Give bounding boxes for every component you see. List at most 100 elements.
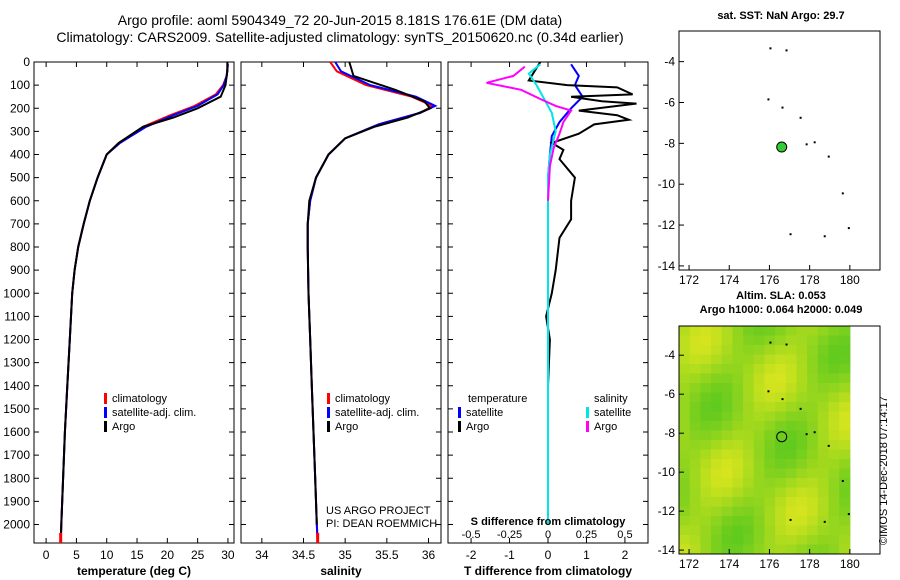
sla-heatmap-cell <box>689 383 701 393</box>
salinity-legend-swatch <box>327 421 330 432</box>
sla-heatmap-cell <box>743 535 755 545</box>
sla-heatmap-cell <box>796 430 808 441</box>
map-y-tick-label-sst-map: -8 <box>664 136 675 150</box>
sla-heatmap-cell <box>689 449 701 460</box>
depth-tick-label: 1800 <box>3 471 30 485</box>
sla-heatmap-cell <box>775 497 787 507</box>
sla-heatmap-cell <box>775 335 787 346</box>
x-tick-label-salinity: 35 <box>338 548 352 562</box>
sla-heatmap-cell <box>764 516 776 526</box>
island-speck <box>813 141 816 144</box>
sla-heatmap-cell <box>828 544 840 555</box>
island-speck <box>805 143 808 146</box>
sla-heatmap-cell <box>807 326 819 336</box>
sla-heatmap-cell <box>807 535 819 545</box>
sla-heatmap-cell <box>796 335 808 346</box>
diff-legend-swatch-temperature <box>458 407 461 418</box>
sla-heatmap-cell <box>700 364 712 374</box>
sla-heatmap-cell <box>839 373 851 384</box>
sla-heatmap-cell <box>775 468 787 479</box>
sla-heatmap-cell <box>711 383 723 393</box>
temperature-legend-swatch <box>104 393 107 404</box>
salinity-legend-swatch <box>327 393 330 404</box>
island-speck <box>827 155 830 158</box>
sla-heatmap-cell <box>839 335 851 346</box>
sla-heatmap-cell <box>817 468 829 479</box>
sla-heatmap-cell <box>689 354 701 365</box>
sla-heatmap-cell <box>753 392 765 403</box>
sla-heatmap-cell <box>753 449 765 460</box>
series-line-salinity <box>306 61 432 525</box>
sla-heatmap-cell <box>689 364 701 374</box>
sla-heatmap-cell <box>807 430 819 441</box>
sla-heatmap-cell <box>785 449 797 460</box>
island-speck <box>805 433 808 436</box>
sla-heatmap-cell <box>785 335 797 346</box>
sla-heatmap-cell <box>817 478 829 488</box>
sla-heatmap-cell <box>764 392 776 403</box>
x-tick-label-salinity: 34 <box>255 548 269 562</box>
sla-heatmap-cell <box>679 364 691 374</box>
sla-heatmap-cell <box>828 440 840 450</box>
sla-heatmap-cell <box>764 430 776 441</box>
sla-heatmap-cell <box>775 449 787 460</box>
sla-heatmap-cell <box>711 411 723 422</box>
series-line-temperature <box>59 64 229 544</box>
map-y-tick-label-sst-map: -4 <box>664 55 675 69</box>
plot-frame-temperature <box>33 61 235 544</box>
secondary-tick-label: 0 <box>545 529 551 541</box>
sla-heatmap-cell <box>839 402 851 412</box>
sla-heatmap-cell <box>689 525 701 536</box>
sla-heatmap-cell <box>828 516 840 526</box>
sla-heatmap-cell <box>679 440 691 450</box>
island-speck <box>823 235 826 238</box>
depth-tick-label: 1600 <box>3 425 30 439</box>
sla-heatmap-cell <box>796 392 808 403</box>
sla-heatmap-cell <box>817 335 829 346</box>
sla-heatmap-cell <box>711 326 723 336</box>
sla-heatmap-cell <box>753 383 765 393</box>
depth-tick-label: 1700 <box>3 448 30 462</box>
sla-heatmap-cell <box>700 449 712 460</box>
sla-heatmap-cell <box>828 459 840 469</box>
sla-heatmap-cell <box>721 468 733 479</box>
sla-heatmap-cell <box>785 411 797 422</box>
sla-heatmap-cell <box>700 516 712 526</box>
sla-heatmap-cell <box>721 544 733 555</box>
sla-heatmap-cell <box>679 516 691 526</box>
sla-heatmap-cell <box>839 478 851 488</box>
sla-heatmap-cells <box>679 326 851 555</box>
island-speck <box>823 520 826 523</box>
sla-heatmap-cell <box>732 516 744 526</box>
sla-heatmap-cell <box>785 402 797 412</box>
sla-heatmap-cell <box>764 402 776 412</box>
sla-heatmap-cell <box>732 335 744 346</box>
sla-heatmap-cell <box>775 345 787 355</box>
series-line-difference <box>527 61 637 525</box>
sla-heatmap-cell <box>721 506 733 517</box>
sla-heatmap-cell <box>764 487 776 498</box>
island-speck <box>799 407 802 410</box>
x-axis-label-temperature: temperature (deg C) <box>77 564 191 578</box>
sla-heatmap-cell <box>679 383 691 393</box>
sla-heatmap-cell <box>807 392 819 403</box>
sla-heatmap-cell <box>743 354 755 365</box>
sla-heatmap-cell <box>775 373 787 384</box>
sla-heatmap-cell <box>817 373 829 384</box>
diff-legend-swatch-salinity <box>586 421 589 432</box>
depth-tick-label: 300 <box>10 124 30 138</box>
sla-map-title-line1: Altim. SLA: 0.053 <box>736 290 826 302</box>
bottom-marker-temperature <box>59 533 63 543</box>
x-tick-label-temperature: 0 <box>43 548 50 562</box>
island-speck <box>785 49 788 52</box>
sla-heatmap-cell <box>711 506 723 517</box>
sla-heatmap-cell <box>689 402 701 412</box>
sla-heatmap-cell <box>796 459 808 469</box>
sla-heatmap-cell <box>732 411 744 422</box>
sla-heatmap-cell <box>679 478 691 488</box>
sla-heatmap-cell <box>764 544 776 555</box>
sla-heatmap-cell <box>828 411 840 422</box>
x-tick-label-temperature: 10 <box>100 548 114 562</box>
sla-heatmap-cell <box>807 468 819 479</box>
sla-heatmap-cell <box>679 487 691 498</box>
